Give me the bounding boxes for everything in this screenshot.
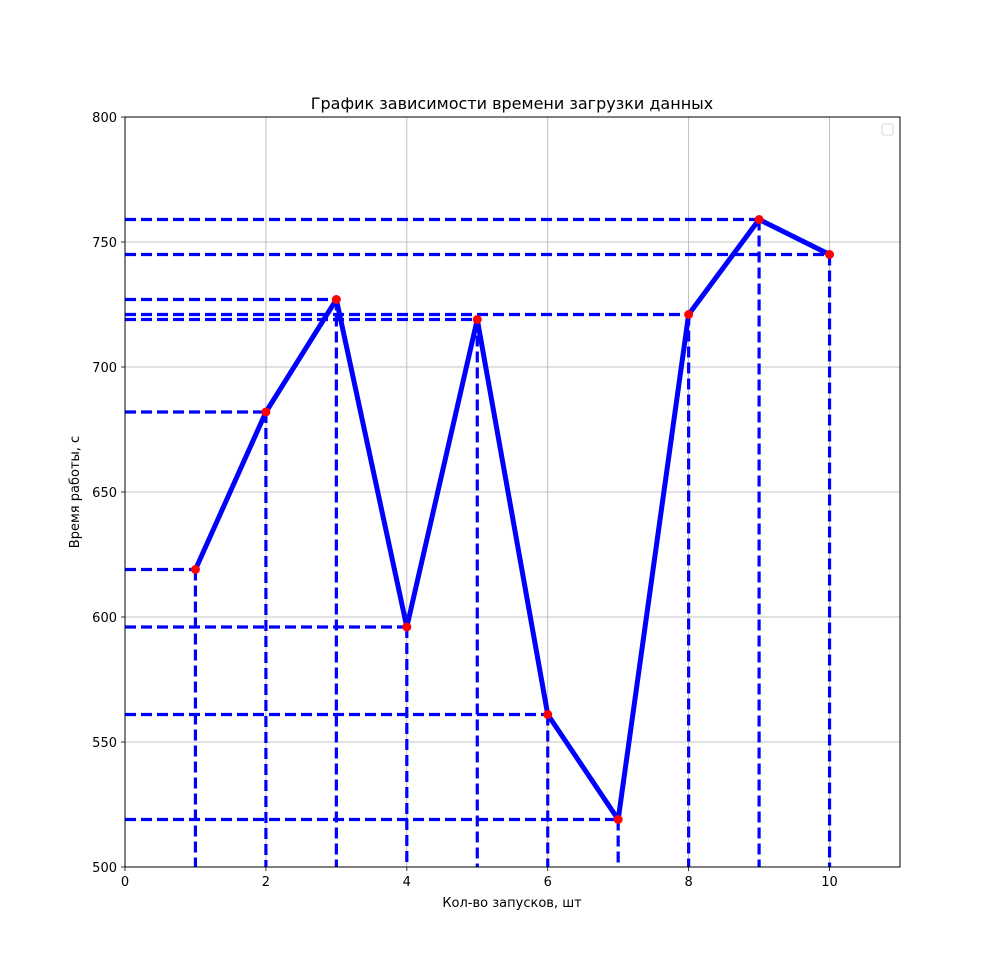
x-tick-label: 8: [684, 875, 692, 890]
markers-layer: [190, 215, 835, 824]
drop-lines-layer: [125, 217, 832, 867]
chart-title: График зависимости времени загрузки данн…: [311, 94, 714, 113]
y-tick-label: 550: [92, 736, 117, 751]
x-tick-label: 0: [121, 875, 129, 890]
data-point: [331, 295, 341, 304]
y-tick-label: 600: [92, 611, 117, 626]
y-tick-label: 500: [92, 861, 117, 876]
data-point: [402, 622, 412, 632]
y-tick-label: 700: [92, 361, 117, 376]
data-point: [825, 250, 835, 259]
x-tick-label: 4: [403, 875, 411, 890]
ticks-layer: 0 2 4 6 8 10 500 550 600 650 700 750 800: [92, 111, 838, 890]
x-axis-label: Кол-во запусков, шт: [442, 896, 582, 911]
y-tick-label: 800: [92, 111, 117, 126]
data-point: [472, 315, 482, 324]
data-point: [754, 215, 764, 224]
data-point: [190, 565, 200, 574]
x-tick-label: 6: [544, 875, 552, 890]
x-tick-label: 10: [821, 875, 838, 890]
series-line: [192, 217, 833, 822]
data-point: [684, 310, 694, 319]
legend-box: [881, 123, 894, 136]
data-point: [261, 407, 271, 417]
data-point: [613, 815, 623, 824]
data-point: [543, 710, 553, 719]
x-tick-label: 2: [262, 875, 270, 890]
y-axis-label: Время работы, с: [68, 436, 83, 548]
series-layer: [192, 217, 833, 822]
y-tick-label: 750: [92, 236, 117, 251]
y-tick-label: 650: [92, 486, 117, 501]
